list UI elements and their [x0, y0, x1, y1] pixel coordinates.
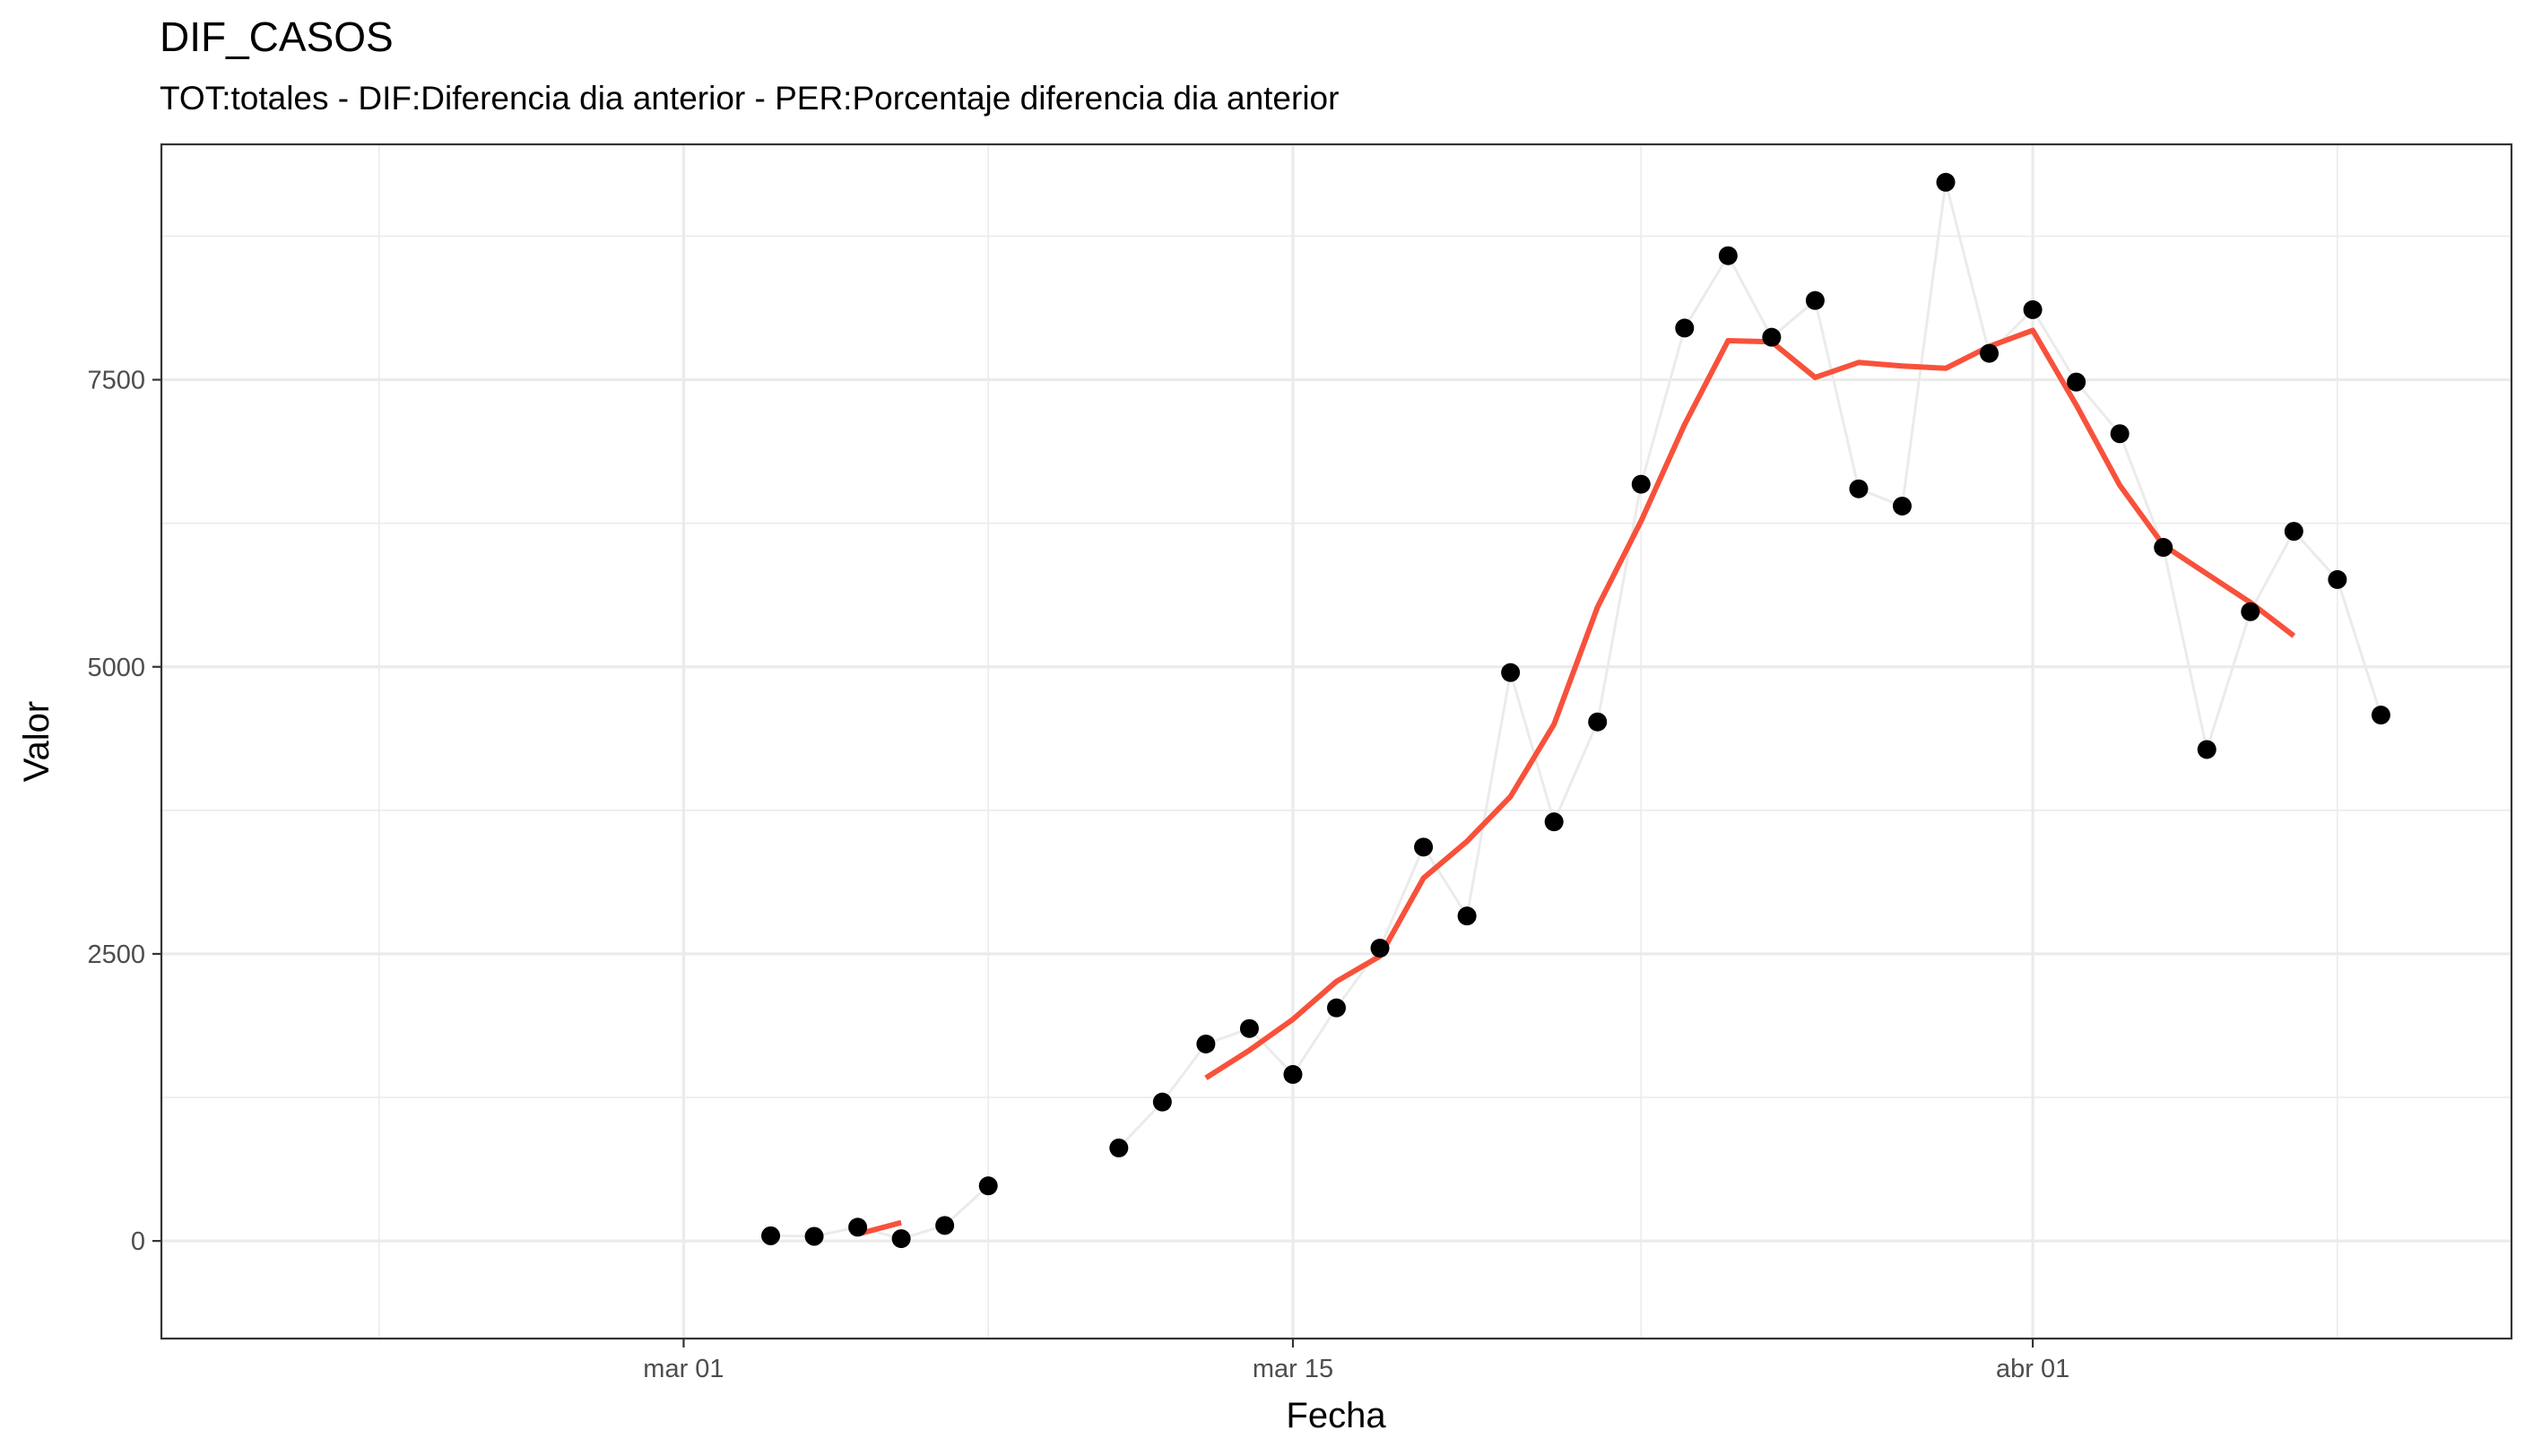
data-point — [1283, 1064, 1303, 1084]
data-point — [978, 1176, 998, 1196]
y-axis-title: Valor — [17, 701, 56, 782]
panel-border — [160, 143, 2513, 1340]
connecting-line-segment — [2075, 381, 2121, 435]
data-point — [761, 1226, 781, 1245]
axes: 0 2500 5000 7500 mar 01 mar 15 abr 01 — [87, 367, 2069, 1383]
x-tick-label: abr 01 — [1996, 1355, 2069, 1383]
connecting-line-segment — [1509, 672, 1556, 823]
chart-title: DIF_CASOS — [160, 13, 394, 60]
data-point — [2371, 706, 2390, 725]
data-point — [848, 1218, 868, 1237]
data-point — [2284, 522, 2303, 542]
data-point — [2328, 569, 2347, 589]
data-point — [891, 1229, 911, 1249]
y-tick-label: 7500 — [87, 367, 145, 395]
connecting-line-segment — [2293, 530, 2338, 581]
data-point — [2110, 424, 2130, 444]
y-tick-label: 5000 — [87, 654, 145, 682]
data-point — [1196, 1034, 1216, 1053]
y-tick-label: 0 — [131, 1227, 145, 1256]
connecting-line-segment — [2249, 530, 2295, 612]
connecting-line-segment — [1291, 1007, 1338, 1076]
data-point — [1109, 1138, 1129, 1157]
data-point — [1849, 479, 1869, 498]
data-point — [1892, 496, 1912, 516]
data-point — [2154, 538, 2173, 558]
data-point — [1980, 343, 2000, 363]
data-point — [1631, 474, 1651, 494]
x-tick-label: mar 15 — [1253, 1355, 1333, 1383]
connecting-line-segment — [2031, 308, 2078, 383]
chart-subtitle: TOT:totales - DIF:Diferencia dia anterio… — [160, 80, 1340, 117]
connecting-line-segment — [2118, 433, 2165, 549]
data-point — [804, 1226, 824, 1246]
data-point — [1327, 998, 1346, 1018]
x-axis-title: Fecha — [1286, 1396, 1386, 1435]
connecting-line-segment — [1596, 483, 1643, 723]
panel-background — [161, 144, 2511, 1339]
connecting-line-segment — [1900, 182, 1947, 507]
data-point — [1588, 712, 1608, 732]
connecting-line-segment — [1378, 846, 1425, 949]
connecting-line-segment — [1727, 255, 1774, 338]
data-point — [1718, 246, 1738, 265]
connecting-line-segment — [1944, 181, 1991, 354]
connecting-line-segment — [2336, 578, 2382, 716]
data-point — [2197, 740, 2216, 759]
connecting-line-segment — [1639, 327, 1687, 485]
data-point — [2067, 372, 2086, 392]
connecting-line-segment — [943, 1184, 990, 1226]
connecting-line-segment — [2205, 611, 2252, 750]
data-point — [1239, 1018, 1259, 1038]
connecting-line-segment — [1770, 299, 1817, 339]
connecting-line-segment — [1552, 721, 1600, 823]
data-point — [1501, 663, 1521, 682]
connecting-line-segment — [2162, 547, 2208, 750]
data-point — [1544, 812, 1564, 832]
data-point — [2023, 299, 2043, 319]
connecting-line-segment — [1465, 672, 1513, 916]
data-point — [1805, 290, 1825, 310]
data-point — [1457, 906, 1477, 926]
connecting-line-segment — [1161, 1043, 1208, 1104]
data-point — [1936, 172, 1956, 192]
y-tick-label: 2500 — [87, 940, 145, 969]
data-point — [1152, 1092, 1172, 1112]
x-tick-label: mar 01 — [643, 1355, 724, 1383]
series — [761, 172, 2390, 1249]
data-point — [1675, 318, 1695, 338]
data-point — [2241, 602, 2260, 621]
data-point — [1414, 837, 1434, 857]
connecting-line-segment — [1683, 255, 1730, 329]
grid — [161, 144, 2511, 1339]
connecting-line-segment — [1422, 846, 1469, 917]
connecting-line-segment — [1117, 1101, 1164, 1149]
connecting-line-segment — [1813, 299, 1861, 490]
data-point — [1370, 939, 1390, 958]
data-point — [1762, 327, 1782, 347]
data-point — [935, 1216, 955, 1235]
connecting-line-segment — [1248, 1027, 1295, 1076]
